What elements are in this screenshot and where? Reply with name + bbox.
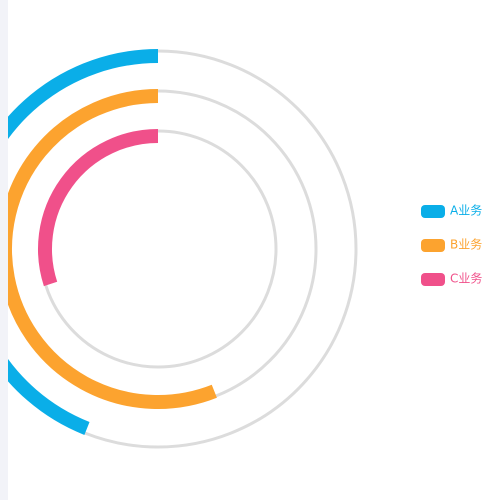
side-strip [0,0,8,500]
rings [8,49,358,449]
legend-label: B业务 [450,237,482,252]
legend: A业务 B业务 C业务 [421,203,482,286]
legend-swatch [421,205,445,218]
progress-arc [8,89,217,409]
progress-arc [38,129,159,287]
track [8,49,358,449]
legend-label: C业务 [450,271,482,286]
legend-label: A业务 [450,203,482,218]
legend-swatch [421,273,445,286]
progress-arc [8,49,159,435]
legend-swatch [421,239,445,252]
